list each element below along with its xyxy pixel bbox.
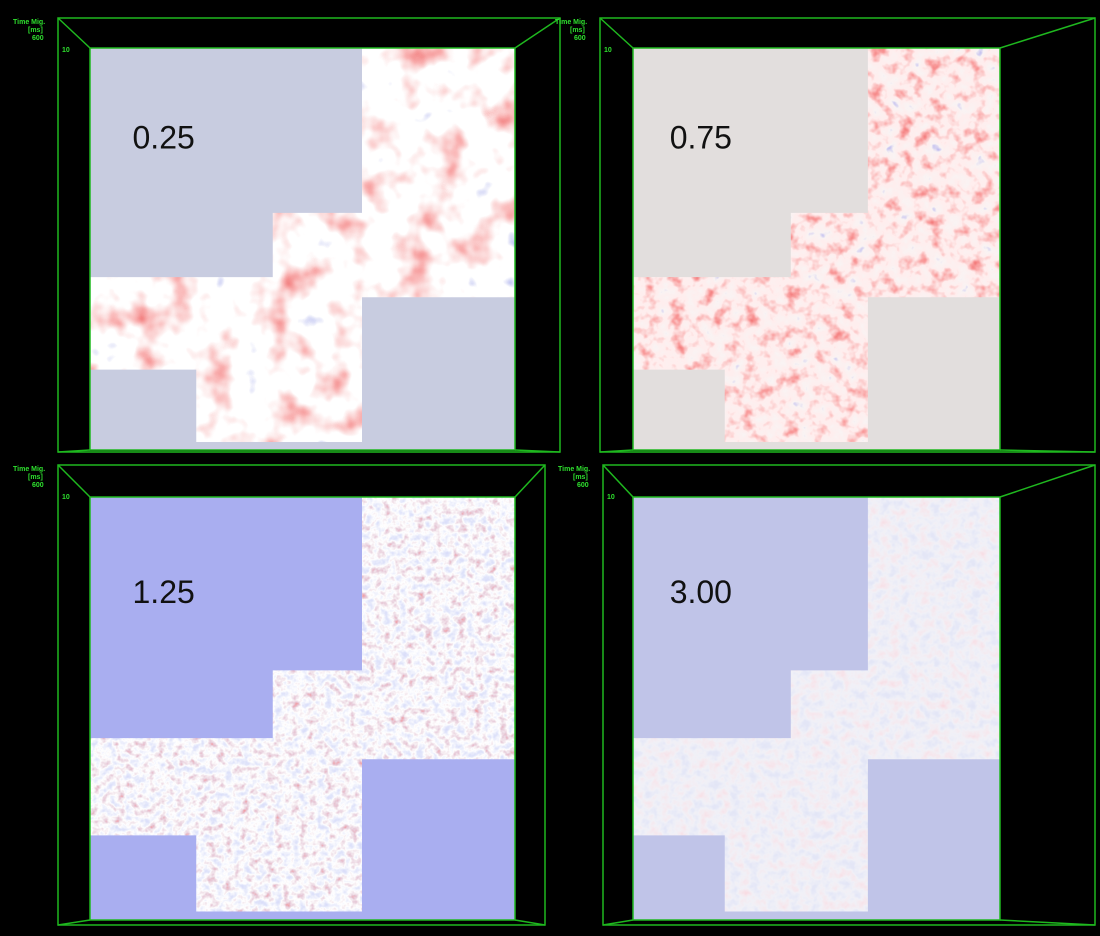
axis-text: 10 <box>607 494 615 501</box>
page: 0.25Time Mig.[ms]600100.75Time Mig.[ms]6… <box>0 0 1100 936</box>
axis-text: 600 <box>574 35 586 42</box>
axis-text: Time Mig. <box>555 19 587 26</box>
axis-text: 10 <box>62 494 70 501</box>
axis-text: 600 <box>32 482 44 489</box>
axis-text: Time Mig. <box>13 19 45 26</box>
axis-text: [ms] <box>28 27 43 34</box>
axis-text: Time Mig. <box>558 466 590 473</box>
axis-text: [ms] <box>573 474 588 481</box>
axis-text: Time Mig. <box>13 466 45 473</box>
axis-text: 10 <box>62 47 70 54</box>
panel-label: 1.25 <box>133 574 195 610</box>
axis-text: 600 <box>577 482 589 489</box>
axis-text: [ms] <box>570 27 585 34</box>
axis-text: 600 <box>32 35 44 42</box>
panel: 1.25 Time Mig.[ms]600 10 <box>13 465 545 925</box>
panel-label: 0.75 <box>670 120 732 156</box>
panel-label: 0.25 <box>133 120 195 156</box>
panel-label: 3.00 <box>670 574 732 610</box>
axis-text: [ms] <box>28 474 43 481</box>
panel: 0.25 Time Mig.[ms]600 10 <box>13 18 560 452</box>
viewer: 0.25Time Mig.[ms]600100.75Time Mig.[ms]6… <box>0 0 1100 936</box>
axis-text: 10 <box>604 47 612 54</box>
